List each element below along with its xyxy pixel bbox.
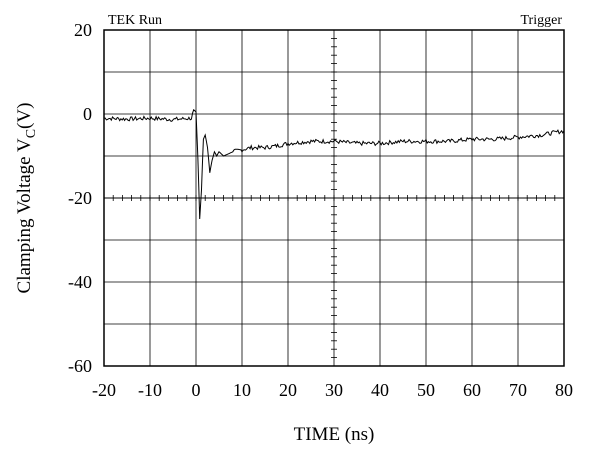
- x-axis-label: TIME (ns): [294, 424, 375, 445]
- x-tick-label: 30: [325, 380, 343, 400]
- y-tick-labels: 20 0 -20 -40 -60: [68, 20, 92, 376]
- header-right-label: Trigger: [521, 13, 563, 28]
- x-tick-label: 60: [463, 380, 481, 400]
- x-tick-label: 0: [192, 380, 201, 400]
- x-tick-label: 10: [233, 380, 251, 400]
- waveform-series: [103, 108, 565, 220]
- y-tick-label: -40: [68, 272, 92, 292]
- x-tick-label: 70: [509, 380, 527, 400]
- y-tick-label: -20: [68, 188, 92, 208]
- y-axis-label-subscript: C: [24, 129, 39, 138]
- y-tick-label: 0: [83, 104, 92, 124]
- y-axis-label: Clamping Voltage VC(V): [14, 103, 39, 294]
- header-left-label: TEK Run: [108, 13, 162, 28]
- minor-ticks: [103, 29, 565, 367]
- y-axis-label-unit: (V): [14, 103, 35, 129]
- x-tick-label: -10: [138, 380, 162, 400]
- y-tick-label: 20: [74, 20, 92, 40]
- x-tick-label: 50: [417, 380, 435, 400]
- x-tick-label: -20: [92, 380, 116, 400]
- y-axis-label-main: Clamping Voltage V: [14, 138, 35, 293]
- y-tick-label: -60: [68, 356, 92, 376]
- x-tick-label: 80: [555, 380, 573, 400]
- x-tick-labels: -20 -10 0 10 20 30 40 50 60 70 80: [92, 380, 573, 400]
- x-tick-label: 20: [279, 380, 297, 400]
- waveform-line: [103, 108, 565, 220]
- x-tick-label: 40: [371, 380, 389, 400]
